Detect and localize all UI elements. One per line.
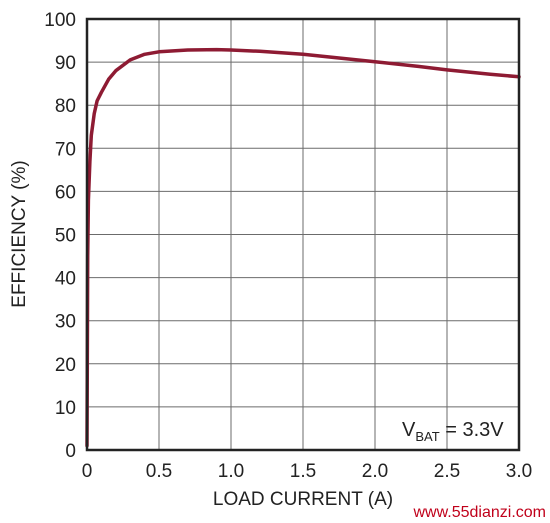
x-tick-label: 2.0 bbox=[362, 461, 388, 482]
x-axis-ticks: 0 0.5 1.0 1.5 2.0 2.5 3.0 bbox=[82, 461, 533, 482]
vbat-annotation-main: V bbox=[402, 419, 416, 441]
curve-layer bbox=[85, 47, 521, 448]
efficiency-curve bbox=[85, 47, 521, 448]
y-axis-ticks: 0 10 20 30 40 50 60 70 80 90 100 bbox=[44, 10, 76, 462]
x-tick-label: 1.0 bbox=[218, 461, 244, 482]
y-tick-label: 50 bbox=[55, 226, 76, 247]
y-tick-label: 90 bbox=[55, 53, 76, 74]
y-tick-label: 100 bbox=[44, 10, 76, 31]
plot-frame bbox=[85, 17, 521, 452]
y-tick-label: 10 bbox=[55, 398, 76, 419]
y-axis-label: EFFICIENCY (%) bbox=[9, 160, 30, 307]
y-tick-label: 30 bbox=[55, 312, 76, 333]
y-tick-label: 20 bbox=[55, 355, 76, 376]
x-tick-label: 2.5 bbox=[434, 461, 460, 482]
y-tick-label: 60 bbox=[55, 182, 76, 203]
y-tick-label: 80 bbox=[55, 96, 76, 117]
x-tick-label: 0 bbox=[82, 461, 93, 482]
y-tick-label: 70 bbox=[55, 139, 76, 160]
y-tick-label: 40 bbox=[55, 269, 76, 290]
grid-lines bbox=[86, 18, 520, 451]
x-tick-label: 3.0 bbox=[506, 461, 532, 482]
vbat-annotation-rest: = 3.3V bbox=[440, 419, 505, 441]
watermark: www.55dianzi.com bbox=[413, 504, 547, 521]
x-axis-label: LOAD CURRENT (A) bbox=[213, 489, 393, 510]
x-tick-label: 1.5 bbox=[290, 461, 316, 482]
vbat-annotation-sub: BAT bbox=[415, 429, 439, 444]
vbat-annotation: VBAT = 3.3V bbox=[402, 419, 504, 444]
y-tick-label: 0 bbox=[65, 441, 76, 462]
x-tick-label: 0.5 bbox=[146, 461, 172, 482]
